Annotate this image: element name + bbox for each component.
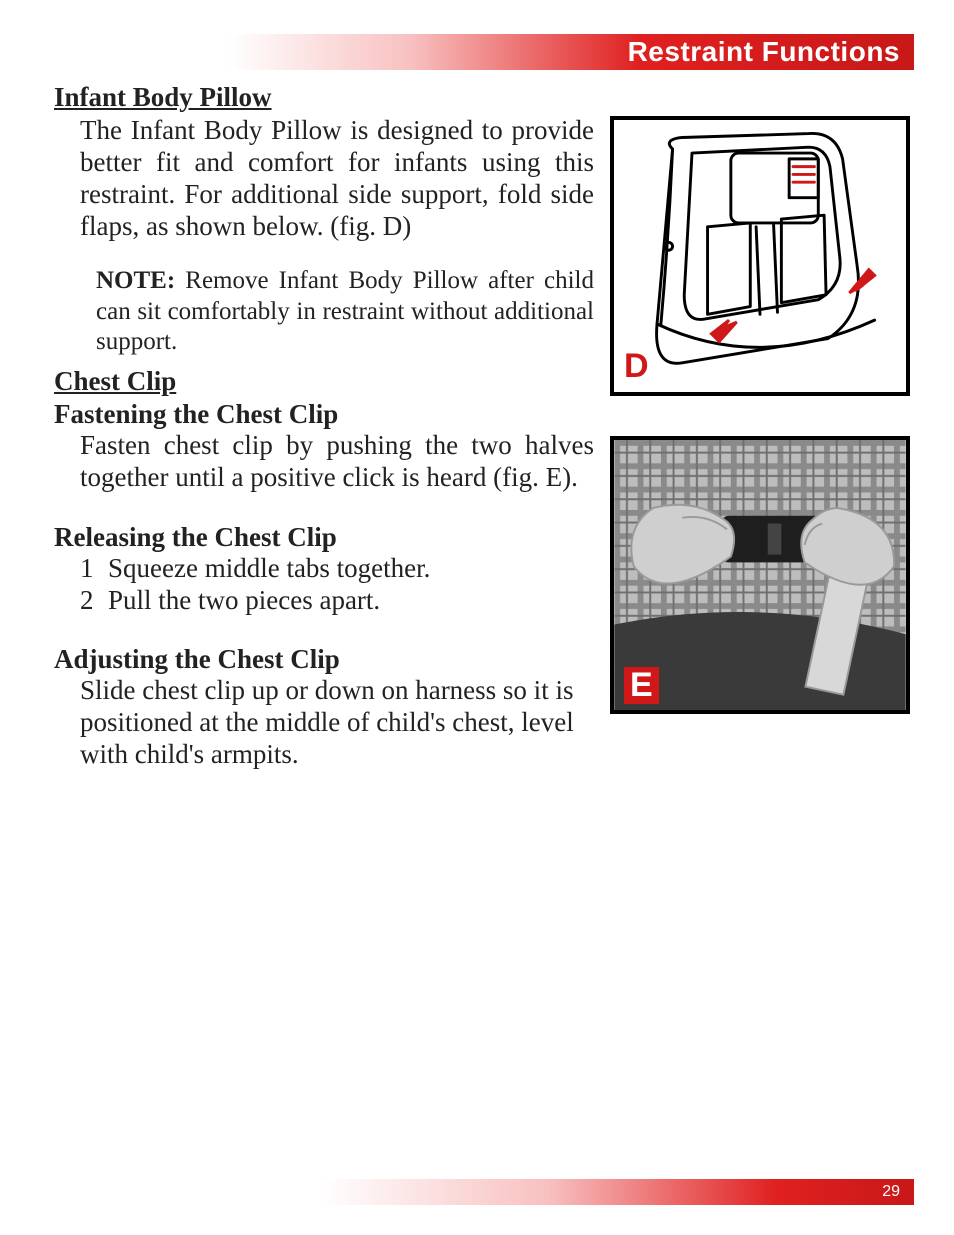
figures-column: D xyxy=(610,116,910,754)
header-title: Restraint Functions xyxy=(628,36,900,68)
figure-e: E xyxy=(610,436,910,714)
note-label: NOTE: xyxy=(96,267,175,294)
note-block: NOTE: Remove Infant Body Pillow after ch… xyxy=(96,266,594,358)
body-text-adjusting: Slide chest clip up or down on har­ness … xyxy=(80,675,594,771)
figure-d: D xyxy=(610,116,910,396)
figure-e-label: E xyxy=(624,667,659,704)
step-number: 1 xyxy=(80,553,98,585)
list-item: 1 Squeeze middle tabs together. xyxy=(80,553,594,585)
step-text: Squeeze middle tabs together. xyxy=(108,553,430,585)
list-item: 2 Pull the two pieces apart. xyxy=(80,585,594,617)
footer-band: 29 xyxy=(0,1179,914,1205)
section-title-chest-clip: Chest Clip xyxy=(54,366,594,397)
figure-d-label: D xyxy=(624,347,649,386)
section-title-infant-pillow: Infant Body Pillow xyxy=(54,82,594,113)
content-column: Infant Body Pillow The Infant Body Pillo… xyxy=(54,82,594,771)
header-band: Restraint Functions xyxy=(0,34,914,70)
body-text-infant-pillow: The Infant Body Pillow is designed to pr… xyxy=(80,115,594,242)
page-number: 29 xyxy=(882,1183,900,1201)
body-text-fastening: Fasten chest clip by pushing the two hal… xyxy=(80,430,594,494)
subtitle-adjusting: Adjusting the Chest Clip xyxy=(54,644,594,675)
carseat-line-art-icon xyxy=(614,120,906,392)
step-number: 2 xyxy=(80,585,98,617)
releasing-steps: 1 Squeeze middle tabs together. 2 Pull t… xyxy=(80,553,594,617)
subtitle-releasing: Releasing the Chest Clip xyxy=(54,522,594,553)
step-text: Pull the two pieces apart. xyxy=(108,585,380,617)
subtitle-fastening: Fastening the Chest Clip xyxy=(54,399,594,430)
